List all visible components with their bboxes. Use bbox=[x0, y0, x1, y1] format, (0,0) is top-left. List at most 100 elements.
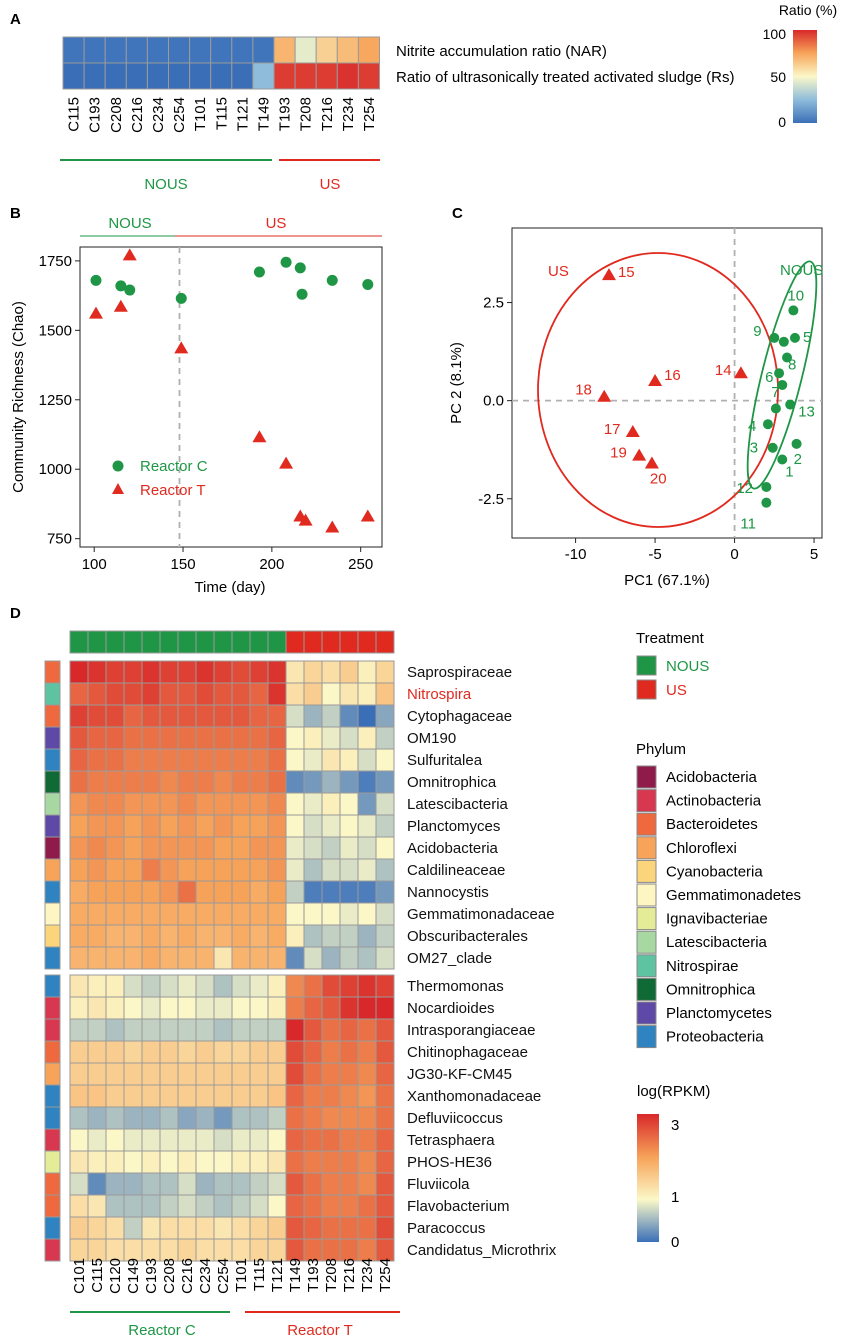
d-cell bbox=[339, 924, 359, 948]
d-cell bbox=[159, 726, 179, 750]
d-cell bbox=[123, 704, 143, 728]
d-cell bbox=[123, 1150, 143, 1174]
b-point-reactor-c bbox=[90, 274, 102, 286]
a-column-label: T216 bbox=[319, 97, 336, 131]
b-point-reactor-c bbox=[326, 274, 338, 286]
d-cell bbox=[375, 858, 395, 882]
d-cell bbox=[105, 880, 125, 904]
d-cell bbox=[303, 974, 323, 998]
d-cell bbox=[123, 726, 143, 750]
d-treatment-cell bbox=[213, 630, 233, 654]
d-cell bbox=[375, 836, 395, 860]
d-row-label: Nitrospira bbox=[407, 686, 472, 703]
d-treatment-cell bbox=[357, 630, 377, 654]
d-treatment-cell bbox=[321, 630, 341, 654]
d-cell bbox=[303, 1040, 323, 1064]
d-cell bbox=[123, 1238, 143, 1262]
c-point-label: 7 bbox=[771, 384, 779, 401]
d-cell bbox=[69, 1018, 89, 1042]
d-cell bbox=[87, 770, 107, 794]
d-cell bbox=[105, 770, 125, 794]
d-treatment-cell bbox=[105, 630, 125, 654]
d-cell bbox=[87, 1194, 107, 1218]
d-cell bbox=[267, 1084, 287, 1108]
d-cell bbox=[339, 1106, 359, 1130]
d-cell bbox=[177, 660, 197, 684]
d-cell bbox=[375, 1172, 395, 1196]
d-cell bbox=[123, 1172, 143, 1196]
d-column-label: T193 bbox=[305, 1258, 322, 1292]
d-cell bbox=[87, 748, 107, 772]
d-phylum-cell bbox=[44, 792, 61, 816]
d-cell bbox=[159, 1106, 179, 1130]
d-treatment-cell bbox=[249, 630, 269, 654]
a-cell bbox=[210, 36, 233, 64]
d-cell bbox=[339, 748, 359, 772]
b-point-reactor-t bbox=[113, 299, 128, 312]
d-cell bbox=[159, 792, 179, 816]
d-cell bbox=[303, 1216, 323, 1240]
d-cell bbox=[177, 1062, 197, 1086]
d-treatment-legend-label: NOUS bbox=[666, 658, 709, 675]
c-point-nous bbox=[761, 497, 772, 508]
d-cell bbox=[357, 770, 377, 794]
b-y-tick-label: 1000 bbox=[39, 461, 72, 478]
d-row-label: Latescibacteria bbox=[407, 796, 509, 813]
d-cell bbox=[105, 1128, 125, 1152]
d-treatment-cell bbox=[339, 630, 359, 654]
d-cell bbox=[177, 1194, 197, 1218]
b-point-reactor-t bbox=[279, 456, 294, 469]
d-cell bbox=[321, 924, 341, 948]
c-nous-ellipse bbox=[746, 260, 818, 490]
d-cell bbox=[123, 996, 143, 1020]
d-cell bbox=[321, 1018, 341, 1042]
d-cell bbox=[123, 1106, 143, 1130]
a-column-label: C208 bbox=[108, 97, 125, 133]
c-point-nous bbox=[774, 368, 785, 379]
d-cell bbox=[213, 1194, 233, 1218]
b-point-reactor-t bbox=[325, 520, 340, 533]
d-cell bbox=[339, 1238, 359, 1262]
d-cell bbox=[231, 726, 251, 750]
d-cell bbox=[267, 704, 287, 728]
b-y-label: Community Richness (Chao) bbox=[10, 301, 27, 493]
d-row-label: Xanthomonadaceae bbox=[407, 1088, 541, 1105]
d-cell bbox=[339, 1062, 359, 1086]
a-cell bbox=[336, 36, 359, 64]
d-row-label: Saprospiraceae bbox=[407, 664, 512, 681]
d-cell bbox=[285, 1040, 305, 1064]
panel-label-b: B bbox=[10, 205, 21, 222]
d-cell bbox=[285, 682, 305, 706]
d-phylum-swatch bbox=[636, 930, 657, 954]
a-cell bbox=[125, 36, 148, 64]
d-cell bbox=[231, 660, 251, 684]
d-row-label: Acidobacteria bbox=[407, 840, 499, 857]
d-cell bbox=[213, 1018, 233, 1042]
d-cell bbox=[249, 1172, 269, 1196]
d-cell bbox=[267, 1216, 287, 1240]
d-cell bbox=[177, 1018, 197, 1042]
a-row-label: Nitrite accumulation ratio (NAR) bbox=[396, 43, 607, 60]
d-cell bbox=[321, 704, 341, 728]
a-group-label-us: US bbox=[320, 176, 341, 193]
a-legend-tick: 100 bbox=[763, 26, 787, 42]
d-cell bbox=[267, 1172, 287, 1196]
d-phylum-cell bbox=[44, 1062, 61, 1086]
d-row-label: Fluviicola bbox=[407, 1176, 470, 1193]
d-group-label-reactor-c: Reactor C bbox=[128, 1322, 196, 1339]
d-cell bbox=[249, 924, 269, 948]
d-phylum-swatch bbox=[636, 977, 657, 1001]
d-cell bbox=[177, 946, 197, 970]
d-cell bbox=[375, 946, 395, 970]
d-cell bbox=[339, 770, 359, 794]
d-cell bbox=[141, 996, 161, 1020]
d-cell bbox=[303, 902, 323, 926]
d-cell bbox=[69, 1128, 89, 1152]
d-cell bbox=[285, 1172, 305, 1196]
d-row-label: OM190 bbox=[407, 730, 456, 747]
d-row-label: JG30-KF-CM45 bbox=[407, 1066, 512, 1083]
d-cell bbox=[321, 1238, 341, 1262]
d-treatment-cell bbox=[375, 630, 395, 654]
d-cell bbox=[87, 996, 107, 1020]
d-cell bbox=[321, 770, 341, 794]
